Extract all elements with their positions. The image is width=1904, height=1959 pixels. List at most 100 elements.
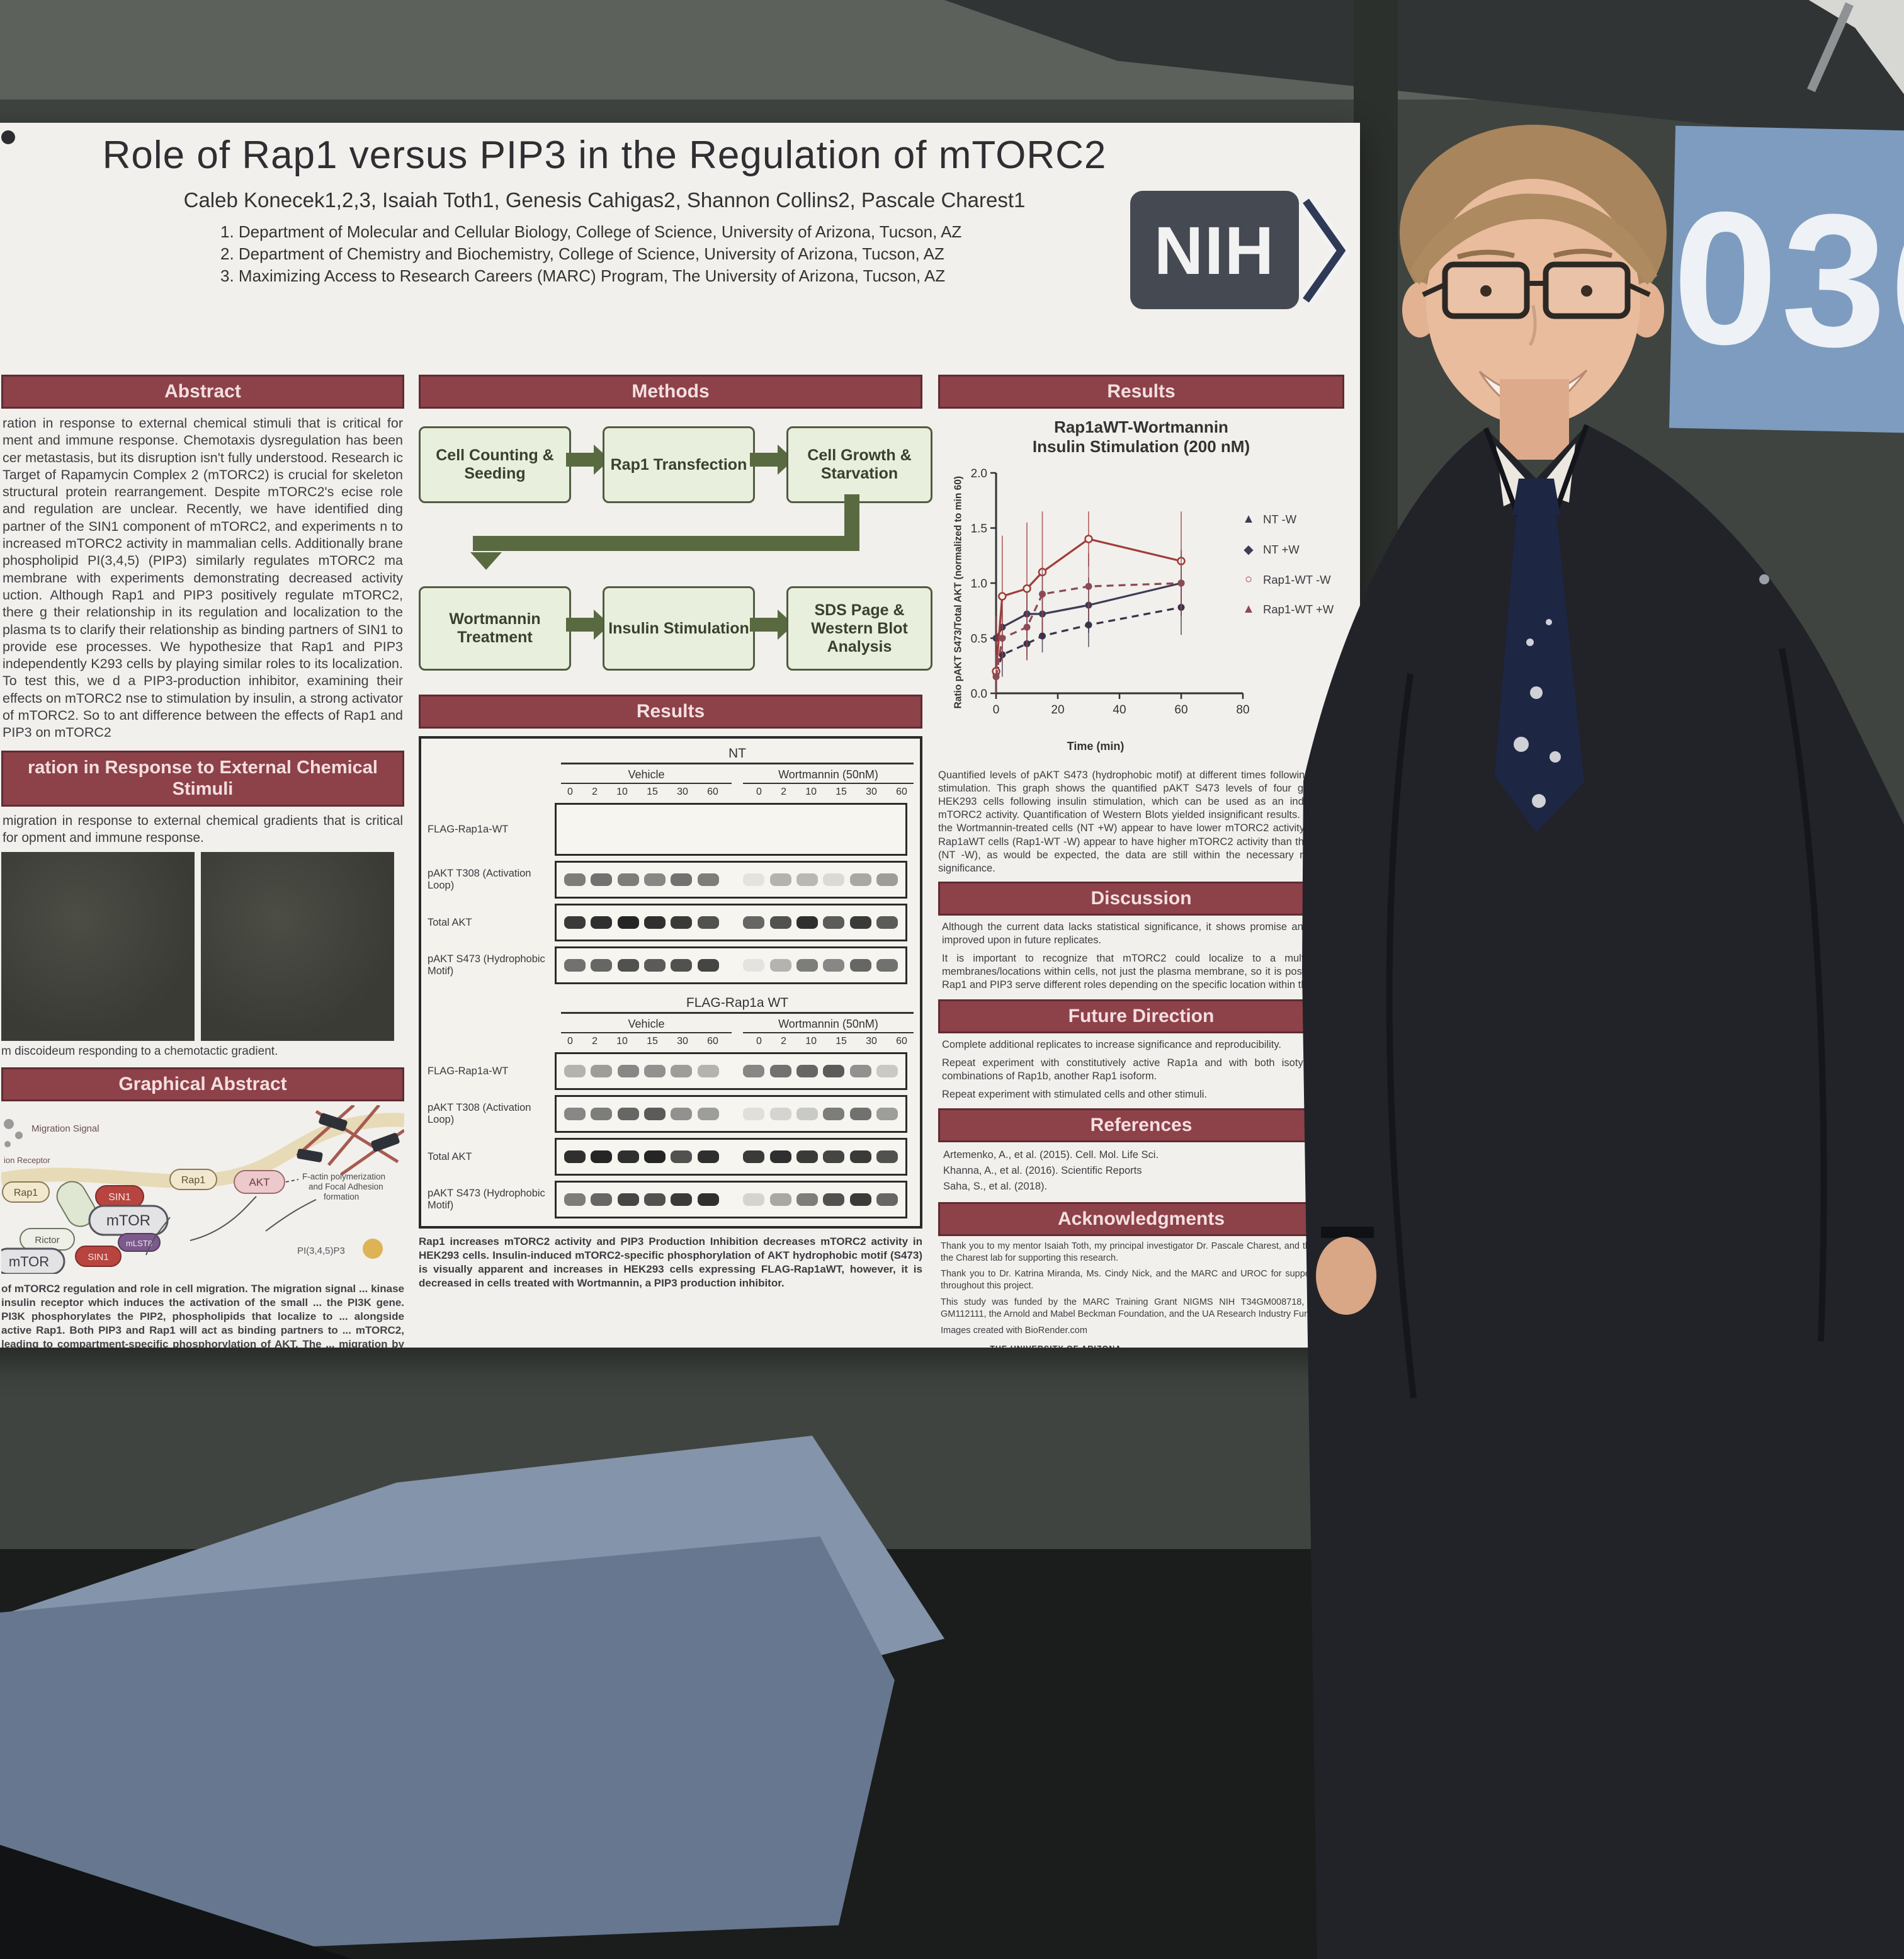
blot-band (697, 916, 719, 929)
blot-box (555, 1181, 907, 1218)
blot-band (849, 1193, 871, 1206)
presenter-person (1302, 125, 1904, 1959)
factin-label: F-actin polymerization and Focal Adhesio… (302, 1172, 385, 1201)
blot-band (697, 1193, 719, 1206)
svg-text:formation: formation (324, 1192, 359, 1201)
blot-box (555, 861, 907, 899)
lapel-pin (1759, 574, 1769, 584)
svg-text:80: 80 (1236, 703, 1249, 717)
blot-row: pAKT T308 (Activation Loop) (428, 1095, 914, 1133)
blot-box (555, 1052, 907, 1090)
hand (1316, 1237, 1376, 1315)
blot-band (769, 1150, 791, 1163)
blot-band (644, 1193, 666, 1206)
blot-band (671, 873, 693, 886)
future-item-2: Repeat experiment with constitutively ac… (942, 1057, 1344, 1082)
blot-time-label: 60 (896, 786, 907, 797)
chart-legend: ▲ NT -W ◆ NT +W ○ Rap1-WT -W ▲ Rap1-WT +… (1240, 512, 1346, 632)
blot-band (564, 873, 586, 886)
affiliation-1: 1. Department of Molecular and Cellular … (220, 222, 962, 241)
migration-signal-label: Migration Signal (31, 1123, 99, 1134)
blot-band (591, 916, 613, 929)
affiliation-2: 2. Department of Chemistry and Biochemis… (220, 244, 944, 263)
svg-text:0: 0 (993, 703, 1000, 717)
blot-time-label: 60 (707, 786, 718, 797)
svg-text:mTOR: mTOR (106, 1212, 150, 1229)
section-methods-header: Methods (419, 375, 922, 409)
svg-text:and Focal Adhesion: and Focal Adhesion (309, 1182, 383, 1191)
blot-band (849, 873, 871, 886)
blot-time-label: 30 (866, 1036, 877, 1047)
rap1-pill-top: Rap1 (169, 1168, 217, 1190)
svg-text:1.5: 1.5 (971, 523, 987, 536)
glasses (1422, 261, 1651, 319)
blot-time-label: 30 (866, 786, 877, 797)
blot-band (617, 1065, 639, 1077)
blot-band (591, 1150, 613, 1163)
blot-band (796, 1150, 818, 1163)
blot-band (796, 916, 818, 929)
microscopy-caption: m discoideum responding to a chemotactic… (1, 1044, 278, 1058)
svg-text:1.0: 1.0 (971, 577, 987, 591)
blot-band (876, 1193, 898, 1206)
legend-marker-circle-icon: ○ (1244, 572, 1253, 586)
blot-band (743, 1193, 765, 1206)
blot-row: Total AKT (428, 904, 914, 941)
blot-band (769, 873, 791, 886)
university-logo-row: A THE UNIVERSITY OF ARIZONA GRADUATE COL… (938, 1344, 1344, 1348)
eye (1480, 285, 1492, 297)
sin1-pill: SIN1 (95, 1184, 144, 1208)
blot-subgroup-wortmannin: Wortmannin (50nM) (743, 1018, 914, 1033)
blot-time-label: 15 (647, 1036, 658, 1047)
blot-band (743, 873, 765, 886)
reference-list: Artemenko, A., et al. (2015). Cell. Mol.… (943, 1147, 1344, 1194)
blot-band (823, 1193, 845, 1206)
blot-band (617, 1193, 639, 1206)
pip3-label: PI(3,4,5)P3 (297, 1246, 345, 1256)
reference-2: Khanna, A., et al. (2016). Scientific Re… (943, 1165, 1142, 1177)
blot-band (823, 959, 845, 972)
blot-band (671, 1150, 693, 1163)
blot-band (849, 916, 871, 929)
blot-time-label: 10 (805, 786, 817, 797)
blot-band (644, 1065, 666, 1077)
curved-arrow-2 (190, 1195, 257, 1241)
neck (1500, 379, 1569, 460)
blot-band (617, 916, 639, 929)
svg-text:60: 60 (1174, 703, 1187, 717)
methods-flowchart: Cell Counting & Seeding Rap1 Transfectio… (419, 417, 932, 688)
flow-connector (473, 536, 859, 551)
column-right: Results Rap1aWT-Wortmannin Insulin Stimu… (938, 375, 1344, 1348)
blot-row: pAKT S473 (Hydrophobic Motif) (428, 1181, 914, 1218)
sin1-pill-lower: SIN1 (75, 1245, 122, 1267)
eyebrow (1553, 249, 1613, 258)
blot-time-label: 2 (592, 1036, 598, 1047)
blot-band (769, 1108, 791, 1120)
blot-group1-label: NT (561, 746, 914, 764)
blot-band (769, 959, 791, 972)
blot-band (876, 873, 898, 886)
svg-text:AKT: AKT (249, 1176, 269, 1188)
blot-band (644, 873, 666, 886)
migration-signal-dots (4, 1118, 23, 1147)
blot-band (697, 959, 719, 972)
mtor-pill: mTOR (88, 1205, 169, 1236)
ack-item-1: Thank you to my mentor Isaiah Toth, my p… (941, 1241, 1344, 1263)
blot-timepoints: 0 2 10 15 30 60 0 2 10 15 30 60 (561, 786, 914, 798)
blot-band (796, 1065, 818, 1077)
blot-band (876, 1065, 898, 1077)
legend-item: ▲ NT -W (1240, 512, 1346, 526)
section-results-right-header: Results (938, 375, 1344, 409)
affiliation-3: 3. Maximizing Access to Research Careers… (220, 266, 946, 285)
method-step-3: Cell Growth & Starvation (786, 426, 932, 503)
university-name: THE UNIVERSITY OF ARIZONA (990, 1344, 1154, 1348)
blot-time-label: 0 (567, 786, 573, 797)
future-item-3: Repeat experiment with stimulated cells … (942, 1088, 1207, 1100)
blot-band (564, 1065, 586, 1077)
blot-band (591, 873, 613, 886)
discussion-item-1: Although the current data lacks statisti… (942, 921, 1344, 946)
graphical-abstract-caption: of mTORC2 regulation and role in cell mi… (1, 1282, 404, 1348)
akt-pill: AKT (234, 1169, 285, 1194)
blot-band (743, 1108, 765, 1120)
method-step-4: Wortmannin Treatment (419, 586, 571, 671)
